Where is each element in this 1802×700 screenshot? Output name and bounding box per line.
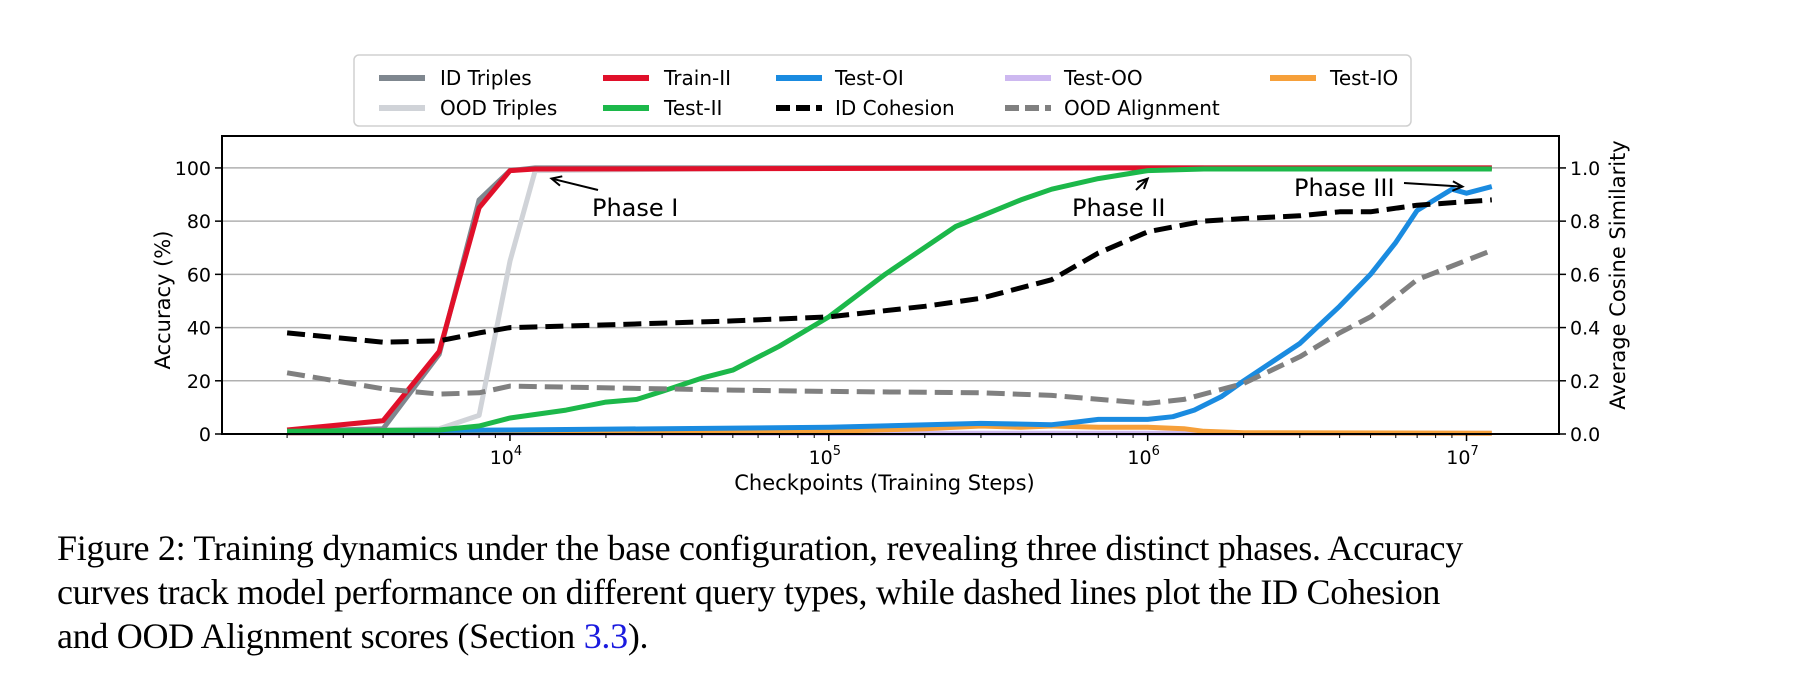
y-right-tick-label: 0.2 bbox=[1570, 371, 1600, 393]
series-line-ood-alignment bbox=[286, 248, 1493, 406]
caption-line-3-text: and OOD Alignment scores (Section bbox=[57, 616, 584, 656]
y-right-tick-label: 1.0 bbox=[1570, 158, 1600, 180]
figure-caption: Figure 2: Training dynamics under the ba… bbox=[57, 526, 1757, 658]
y-right-tick-label: 0.8 bbox=[1570, 211, 1600, 233]
x-tick-label: 106 bbox=[1127, 444, 1159, 469]
y-tick-label: 20 bbox=[187, 371, 211, 393]
legend-item: OOD Triples bbox=[379, 96, 557, 120]
arrowhead-icon bbox=[549, 175, 563, 187]
legend-label: Test-IO bbox=[1329, 66, 1398, 90]
x-tick-exponent: 6 bbox=[1152, 444, 1160, 459]
y-tick-label: 0 bbox=[199, 424, 211, 446]
series-line-test-ii bbox=[287, 166, 1492, 434]
x-tick-base: 10 bbox=[1446, 447, 1470, 469]
annotation-arrow bbox=[551, 177, 599, 191]
legend-label: Test-II bbox=[663, 96, 722, 120]
arrowhead-icon bbox=[1136, 176, 1150, 190]
legend-label: ID Cohesion bbox=[835, 96, 955, 120]
annotation-arrow bbox=[1403, 182, 1463, 188]
y-right-tick-label: 0.4 bbox=[1570, 318, 1600, 340]
y-tick-label: 60 bbox=[187, 264, 211, 286]
caption-line-3-end: ). bbox=[627, 616, 649, 656]
x-tick-label: 104 bbox=[490, 444, 522, 469]
legend-label: OOD Triples bbox=[440, 96, 557, 120]
x-tick-base: 10 bbox=[1127, 447, 1151, 469]
legend-item: Test-II bbox=[603, 96, 722, 120]
x-tick-label: 107 bbox=[1446, 444, 1478, 469]
y-right-axis-label: Average Cosine Similarity bbox=[1606, 140, 1630, 409]
legend-label: OOD Alignment bbox=[1064, 96, 1220, 120]
x-tick-label: 105 bbox=[809, 444, 841, 469]
section-reference-link[interactable]: 3.3 bbox=[583, 616, 628, 656]
arrowhead-icon bbox=[1451, 180, 1465, 192]
series-line-train-ii bbox=[286, 165, 1492, 433]
y-right-tick-label: 0.0 bbox=[1570, 424, 1600, 446]
series-line-id-cohesion bbox=[286, 197, 1492, 345]
y-tick-label: 80 bbox=[187, 211, 211, 233]
x-tick-exponent: 4 bbox=[514, 444, 522, 459]
x-tick-base: 10 bbox=[809, 447, 833, 469]
y-tick-label: 100 bbox=[175, 158, 211, 180]
x-tick-exponent: 5 bbox=[833, 444, 841, 459]
annotation-label: Phase III bbox=[1294, 174, 1395, 202]
series-line-test-io bbox=[287, 423, 1492, 436]
legend-label: Test-OI bbox=[834, 66, 904, 90]
plot-frame bbox=[221, 135, 1560, 435]
legend-label: Test-OO bbox=[1063, 66, 1143, 90]
annotation-label: Phase I bbox=[592, 194, 678, 222]
legend-item: Train-II bbox=[603, 66, 731, 90]
legend-item: Test-IO bbox=[1270, 66, 1398, 90]
x-tick-exponent: 7 bbox=[1470, 444, 1478, 459]
y-axis-label: Accuracy (%) bbox=[151, 231, 175, 370]
legend-item: Test-OO bbox=[1005, 66, 1143, 90]
annotation-label: Phase II bbox=[1072, 194, 1165, 222]
caption-line-2: curves track model performance on differ… bbox=[57, 572, 1441, 612]
legend-label: ID Triples bbox=[440, 66, 532, 90]
series-line-test-oi bbox=[287, 184, 1493, 434]
x-tick-base: 10 bbox=[490, 447, 514, 469]
y-right-tick-label: 0.6 bbox=[1570, 264, 1600, 286]
legend-item: ID Cohesion bbox=[776, 96, 955, 120]
legend-item: ID Triples bbox=[379, 66, 532, 90]
x-axis-label: Checkpoints (Training Steps) bbox=[734, 471, 1034, 495]
annotation-arrow bbox=[1135, 177, 1149, 191]
legend-item: OOD Alignment bbox=[1005, 96, 1220, 120]
caption-line-3: and OOD Alignment scores (Section 3.3). bbox=[57, 614, 1757, 658]
legend-label: Train-II bbox=[663, 66, 731, 90]
y-tick-label: 40 bbox=[187, 318, 211, 340]
legend: ID Triples Train-II Test-OI Test-OO Test-IO O… bbox=[353, 54, 1412, 127]
legend-item: Test-OI bbox=[776, 66, 904, 90]
caption-line-1: Figure 2: Training dynamics under the ba… bbox=[57, 528, 1463, 568]
